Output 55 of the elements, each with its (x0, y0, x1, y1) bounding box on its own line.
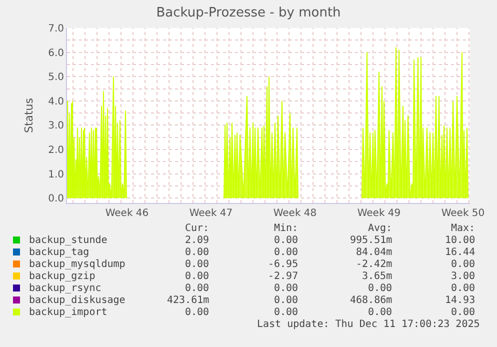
text: -2.42m (356, 259, 392, 270)
text: -6.95 (268, 259, 298, 270)
text: 0.00 (185, 307, 210, 318)
text: 0.00 (185, 271, 210, 282)
text: 423.61m (167, 295, 210, 306)
y-tick-label: 7.0 (48, 24, 64, 34)
text: 0.00 (274, 283, 298, 294)
text: 14.93 (445, 295, 476, 306)
x-tick-label: Week 49 (357, 208, 401, 219)
text: 0.00 (274, 247, 298, 258)
x-tick-label: Week 47 (189, 208, 233, 219)
text: Last update: Thu Dec 11 17:00:23 2025 (257, 319, 480, 330)
text: 0.00 (274, 307, 298, 318)
text: 16.44 (445, 247, 476, 258)
text: 2.09 (185, 235, 210, 246)
text: 0.00 (451, 307, 476, 318)
legend-label: backup_stunde (29, 235, 108, 246)
y-tick-label: 1.0 (48, 169, 64, 180)
legend-label: backup_import (29, 307, 108, 318)
text: 0.00 (451, 259, 476, 270)
text: 0.00 (185, 259, 210, 270)
legend-label: backup_gzip (29, 271, 96, 282)
y-tick-label: 6.0 (48, 48, 64, 59)
text: Cur: (185, 223, 210, 234)
text: -2.97 (268, 271, 298, 282)
chart-title: Backup-Prozesse - by month (156, 6, 341, 21)
text: 0.00 (451, 283, 476, 294)
text: 10.00 (445, 235, 476, 246)
legend-label: backup_tag (29, 247, 90, 258)
y-tick-label: 2.0 (48, 145, 64, 156)
legend-label: backup_mysqldump (29, 259, 126, 270)
text: 3.65m (362, 271, 392, 282)
y-tick-label: 0.0 (48, 194, 64, 205)
text: Max: (451, 223, 476, 234)
text: 995.51m (350, 235, 392, 246)
text: Min: (274, 223, 298, 234)
x-tick-label: Week 46 (105, 208, 149, 219)
text: 0.00 (274, 235, 298, 246)
text: 0.00 (185, 283, 210, 294)
text: 3.00 (451, 271, 476, 282)
text: 84.04m (356, 247, 392, 258)
legend-label: backup_diskusage (29, 295, 126, 306)
x-tick-label: Week 48 (273, 208, 317, 219)
legend-label: backup_rsync (29, 283, 102, 294)
y-tick-label: 3.0 (48, 120, 64, 132)
text: 0.00 (368, 307, 392, 318)
x-tick-label: Week 50 (441, 208, 485, 219)
y-tick-label: 5.0 (48, 72, 64, 84)
y-axis-title: Status (22, 98, 36, 134)
text: Avg: (368, 223, 392, 234)
text: 468.86m (350, 295, 392, 306)
y-tick-label: 4.0 (48, 96, 64, 108)
text: 0.00 (185, 247, 210, 258)
text: 0.00 (274, 295, 298, 306)
text: 0.00 (368, 283, 392, 294)
